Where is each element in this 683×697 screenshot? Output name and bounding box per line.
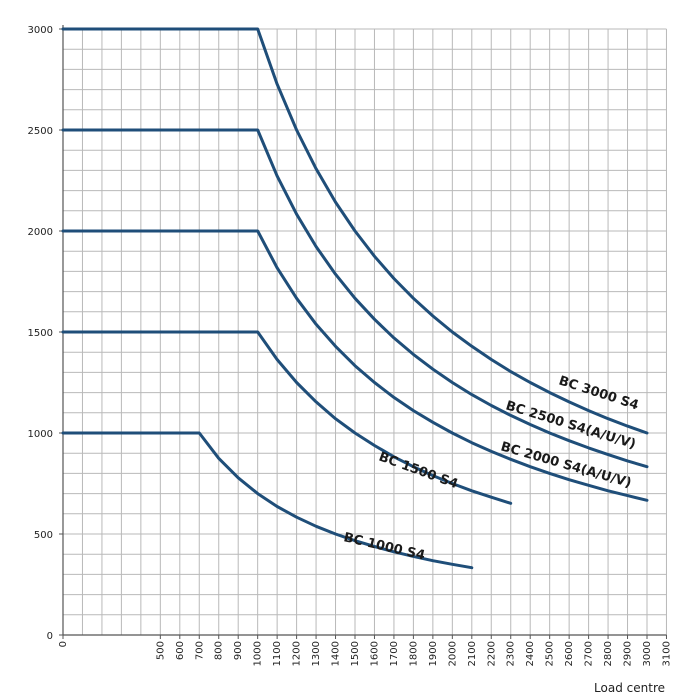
x-tick-label: 600 (175, 641, 186, 660)
x-tick-label: 900 (233, 641, 244, 660)
x-tick-label: 1900 (428, 641, 439, 666)
y-tick-label: 2000 (28, 227, 53, 238)
x-tick-label: 800 (214, 641, 225, 660)
x-tick-label: 2800 (603, 641, 614, 666)
series-line-bc-1500-s4 (61, 330, 513, 505)
y-tick-label: 3000 (28, 25, 53, 36)
x-axis-label: Load centre (594, 681, 665, 695)
x-tick-label: 2200 (486, 641, 497, 666)
series-label-bc-1500-s4: BC 1500 S4 (377, 450, 460, 493)
y-tick-label: 2500 (28, 126, 53, 137)
x-tick-label: 2600 (564, 641, 575, 666)
x-tick-label: 700 (194, 641, 205, 660)
x-tick-label: 1200 (292, 641, 303, 666)
x-tick-label: 2900 (623, 641, 634, 666)
x-tick-label: 3000 (642, 641, 653, 666)
y-tick-label: 0 (47, 631, 53, 642)
x-tick-label: 1700 (389, 641, 400, 666)
x-tick-label: 2500 (545, 641, 556, 666)
x-tick-label: 0 (58, 641, 69, 647)
series-label-bc-2000-s4-a-u-v: BC 2000 S4(A/U/V) (499, 439, 633, 491)
x-tick-label: 2700 (584, 641, 595, 666)
x-tick-label: 1000 (253, 641, 264, 666)
x-tick-label: 1100 (272, 641, 283, 666)
x-tick-label: 1600 (369, 641, 380, 666)
series-lines (61, 27, 649, 570)
y-tick-labels: 0 500 1000 1500 2000 2500 3000 (28, 25, 63, 642)
x-tick-label: 500 (155, 641, 166, 660)
y-tick-label: 1000 (28, 429, 53, 440)
x-tick-labels: 0 500 600 700 800 900 1000 1100 1200 1300 1400 1500… (58, 635, 672, 666)
series-line-bc-2500-s4-a-u-v (61, 128, 649, 469)
y-tick-label: 1500 (28, 328, 53, 339)
x-tick-label: 2400 (525, 641, 536, 666)
y-tick-label: 500 (34, 530, 53, 541)
x-tick-label: 2300 (506, 641, 517, 666)
axes (62, 25, 667, 636)
series-line-bc-2000-s4-a-u-v (61, 229, 649, 502)
x-tick-label: 3100 (661, 641, 672, 666)
series-line-bc-1000-s4 (61, 431, 474, 570)
x-tick-label: 1300 (311, 641, 322, 666)
x-tick-label: 2000 (447, 641, 458, 666)
x-tick-label: 1400 (331, 641, 342, 666)
x-tick-label: 1800 (408, 641, 419, 666)
series-line-bc-3000-s4 (61, 27, 649, 435)
x-tick-label: 2100 (467, 641, 478, 666)
x-tick-label: 1500 (350, 641, 361, 666)
